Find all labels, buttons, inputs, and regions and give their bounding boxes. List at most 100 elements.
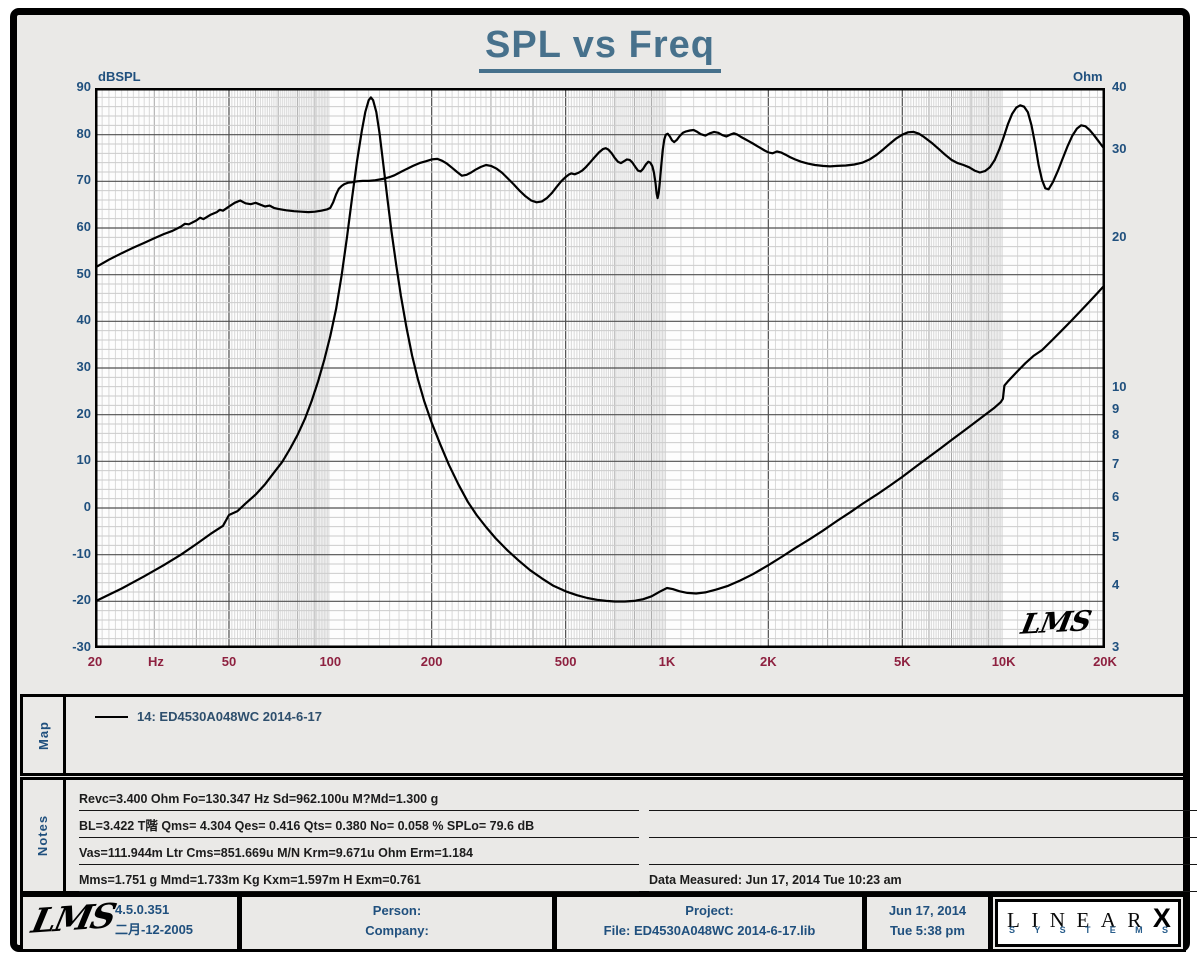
lms-plot-watermark: LMS	[1018, 604, 1094, 641]
right-axis-tick-9: 9	[1112, 401, 1120, 417]
left-axis-tick-50: 50	[76, 265, 91, 281]
brand-letter: L	[1007, 908, 1020, 932]
right-axis-tick-10: 10	[1112, 378, 1127, 394]
left-axis-tick-80: 80	[76, 125, 91, 141]
brand-letter: I	[1031, 908, 1039, 932]
footer-divider	[237, 897, 242, 949]
notes-section: Notes Revc=3.400 Ohm Fo=130.347 Hz Sd=96…	[20, 777, 1197, 894]
brand-letter: E	[1076, 908, 1090, 932]
measure-time: Tue 5:38 pm	[890, 923, 965, 938]
plot-area	[95, 88, 1105, 648]
footer-version-cell: LMS 4.5.0.351 二月-12-2005	[23, 896, 237, 949]
x-axis-tick-20: 20	[87, 654, 103, 669]
page-title: SPL vs Freq	[0, 24, 1200, 73]
note-line-tsparams-1: Revc=3.400 Ohm Fo=130.347 Hz Sd=962.100u…	[79, 784, 639, 811]
brand-sub-letter: S	[1161, 925, 1168, 935]
map-section-label: Map	[35, 720, 51, 750]
notes-right-column: Data Measured: Jun 17, 2014 Tue 10:23 am	[649, 784, 1197, 892]
person-label: Person:	[372, 903, 422, 918]
left-axis-tick--10: -10	[72, 545, 91, 561]
plot-border	[95, 88, 1105, 648]
left-axis-tick--30: -30	[72, 639, 91, 654]
map-side-cell: Map	[23, 697, 66, 773]
x-axis-tick-1K: 1K	[658, 654, 676, 669]
build-date: 二月-12-2005	[115, 922, 194, 937]
page-title-text: SPL vs Freq	[479, 24, 721, 73]
left-axis-unit-label: dBSPL	[98, 69, 141, 84]
right-axis-tick-40: 40	[1112, 79, 1127, 94]
impedance-curve	[95, 96, 1105, 603]
brand-sub-letter: S	[1009, 925, 1016, 935]
notes-side-cell: Notes	[23, 780, 66, 891]
note-line-tsparams-3: Vas=111.944m Ltr Cms=851.669u M/N Krm=9.…	[79, 838, 639, 865]
right-axis-tick-8: 8	[1112, 426, 1120, 442]
right-axis-tick-20: 20	[1112, 228, 1127, 244]
version-number: 4.5.0.351	[115, 902, 170, 917]
footer-bar: LMS 4.5.0.351 二月-12-2005 Person: Company…	[20, 894, 1186, 952]
note-line-tsparams-2: BL=3.422 T階 Qms= 4.304 Qes= 0.416 Qts= 0…	[79, 811, 639, 838]
note-line-tsparams-4: Mms=1.751 g Mmd=1.733m Kg Kxm=1.597m H E…	[79, 865, 639, 892]
notes-left-column: Revc=3.400 Ohm Fo=130.347 Hz Sd=962.100u…	[79, 784, 639, 892]
left-axis-tick--20: -20	[72, 592, 91, 608]
right-axis-tick-30: 30	[1112, 141, 1127, 157]
brand-sub-letter: M	[1135, 925, 1143, 935]
brand-sub-letter: T	[1084, 925, 1091, 935]
right-axis-tick-7: 7	[1112, 455, 1120, 471]
legend-line-swatch	[95, 715, 128, 718]
brand-x-letter: X	[1152, 903, 1171, 933]
note-line-blank-3	[649, 838, 1197, 865]
footer-datetime-cell: Jun 17, 2014 Tue 5:38 pm	[867, 897, 988, 949]
left-axis-tick-20: 20	[76, 405, 91, 421]
note-line-data-measured: Data Measured: Jun 17, 2014 Tue 10:23 am	[649, 865, 1197, 892]
lms-logo: LMS	[27, 896, 119, 942]
x-axis-tick-20K: 20K	[1093, 654, 1117, 669]
x-axis-tick-100: 100	[319, 654, 342, 669]
brand-sub-letter: S	[1059, 925, 1066, 935]
brand-letter: R	[1127, 908, 1142, 932]
x-axis-tick-2K: 2K	[760, 654, 777, 669]
footer-project-cell: Project: File: ED4530A048WC 2014-6-17.li…	[557, 897, 862, 949]
right-axis-tick-6: 6	[1112, 489, 1120, 505]
brand-sub-letter: E	[1109, 925, 1116, 935]
measure-date: Jun 17, 2014	[888, 903, 967, 918]
version-block: 4.5.0.351 二月-12-2005	[115, 900, 193, 940]
left-axis-tick-60: 60	[76, 219, 91, 234]
legend-curve-label: 14: ED4530A048WC 2014-6-17	[137, 709, 322, 724]
x-axis-hz-label: Hz	[148, 654, 164, 669]
brand-letter: A	[1100, 908, 1116, 932]
legend-row: 14: ED4530A048WC 2014-6-17	[95, 709, 322, 724]
note-line-blank-2	[649, 811, 1197, 838]
right-axis-tick-5: 5	[1112, 528, 1120, 544]
note-line-blank-1	[649, 784, 1197, 811]
left-axis-tick-30: 30	[76, 359, 91, 374]
left-axis-tick-90: 90	[76, 79, 91, 94]
left-axis-tick-70: 70	[76, 172, 91, 188]
left-axis-tick-10: 10	[76, 452, 91, 468]
map-section: Map 14: ED4530A048WC 2014-6-17	[20, 694, 1186, 776]
chart-canvas	[95, 88, 1105, 648]
right-axis-unit-label: Ohm	[1073, 69, 1103, 84]
left-axis-tick-40: 40	[76, 312, 91, 328]
x-axis-tick-500: 500	[554, 654, 577, 669]
brand-sub-letter: Y	[1034, 925, 1041, 935]
footer-divider	[552, 897, 557, 949]
right-axis-tick-4: 4	[1112, 576, 1120, 592]
notes-section-label: Notes	[35, 814, 51, 857]
footer-person-cell: Person: Company:	[242, 897, 552, 949]
brand-letter: N	[1049, 908, 1065, 932]
x-axis-tick-10K: 10K	[991, 654, 1016, 669]
footer-divider	[862, 897, 867, 949]
company-label: Company:	[365, 923, 429, 938]
spl-curve	[95, 104, 1105, 269]
x-axis-tick-50: 50	[221, 654, 237, 669]
file-label: File: ED4530A048WC 2014-6-17.lib	[603, 923, 816, 938]
footer-divider	[988, 897, 993, 949]
project-label: Project:	[685, 903, 734, 918]
right-axis-tick-3: 3	[1112, 639, 1120, 654]
x-axis-tick-200: 200	[420, 654, 443, 669]
